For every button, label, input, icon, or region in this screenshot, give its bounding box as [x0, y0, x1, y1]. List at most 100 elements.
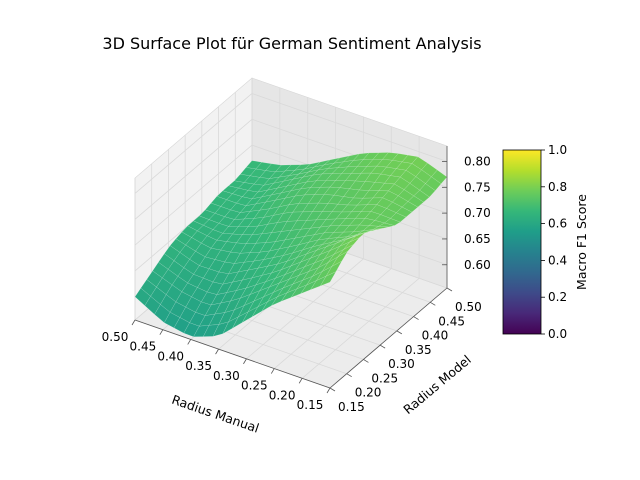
y-tick-mark — [430, 301, 436, 306]
surface-face — [272, 278, 290, 293]
x-tick-mark — [243, 358, 247, 365]
surface-face — [352, 224, 370, 233]
surface-face — [331, 236, 348, 243]
chart-title: 3D Surface Plot für German Sentiment Ana… — [102, 34, 481, 53]
surface-face — [294, 257, 311, 272]
surface-face — [271, 185, 288, 196]
gridline-z-left — [134, 93, 253, 194]
surface-face — [275, 230, 292, 242]
surface-face — [245, 275, 263, 289]
axis-lines — [134, 146, 448, 389]
surface-face — [425, 176, 442, 191]
colorbar-tick-label: 0.6 — [548, 217, 567, 231]
surface-face — [302, 169, 319, 178]
y-tick-mark — [329, 387, 336, 392]
surface-face — [272, 175, 290, 184]
y-tick-mark — [413, 316, 419, 320]
surface-face — [388, 183, 405, 197]
surface-face — [341, 204, 358, 213]
surface-face — [294, 187, 311, 197]
surface-face — [274, 164, 292, 173]
z-tick-label: 0.65 — [464, 232, 491, 246]
y-tick-label: 0.35 — [405, 343, 432, 357]
surface-face — [269, 197, 286, 210]
gridline-x-floor — [246, 258, 364, 360]
surface-face — [267, 255, 284, 267]
surface-face — [317, 194, 335, 204]
tick-labels: 0.150.200.250.300.350.400.450.500.150.20… — [102, 155, 491, 415]
y-axis-line — [329, 287, 448, 389]
x-tick-mark — [326, 387, 331, 394]
surface-face — [271, 292, 288, 307]
y-tick-label: 0.30 — [388, 357, 415, 371]
surface-face — [331, 250, 349, 267]
surface-face — [214, 206, 231, 217]
surface-face — [286, 176, 304, 187]
surface-face — [310, 180, 327, 188]
surface-face — [290, 181, 308, 192]
colorbar-ticks: 0.0 0.2 0.4 0.6 0.8 1.0 — [541, 143, 567, 341]
surface-face — [347, 230, 364, 237]
surface-face — [337, 196, 354, 206]
surface-face — [251, 224, 268, 236]
x-tick-mark — [298, 378, 303, 384]
colorbar-tick-label: 0.2 — [548, 290, 567, 304]
z-tick-label: 0.75 — [464, 180, 491, 194]
surface-face — [343, 153, 360, 163]
surface-face — [399, 170, 417, 184]
surface-face — [306, 271, 323, 286]
surface-face — [403, 183, 420, 197]
surface-face — [352, 152, 370, 161]
surface-face — [304, 161, 321, 170]
surface-face — [249, 281, 267, 295]
surface-face — [214, 300, 231, 315]
surface-face — [156, 277, 173, 295]
surface-face — [300, 280, 317, 294]
surface-face — [358, 218, 376, 226]
surface-face — [263, 282, 280, 298]
colorbar: 0.0 0.2 0.4 0.6 0.8 1.0 Macro F1 Score — [502, 143, 589, 341]
surface-face — [267, 181, 284, 191]
gridline-z-left — [134, 144, 253, 246]
y-tick-mark — [396, 330, 403, 335]
surface-face — [376, 159, 393, 168]
surface-face — [341, 234, 358, 241]
surface-face — [222, 271, 239, 285]
surface-face — [282, 203, 300, 214]
gridline-x-floor — [301, 277, 420, 379]
surface-face — [290, 220, 307, 231]
surface-face — [245, 196, 263, 206]
surface-face — [306, 211, 323, 221]
surface-face — [349, 180, 366, 191]
surface-face — [247, 296, 265, 313]
surface-face — [288, 168, 306, 176]
y-tick-label: 0.20 — [355, 386, 382, 400]
y-tick-mark — [379, 344, 386, 349]
surface-face — [271, 260, 288, 274]
surface-face — [298, 166, 315, 175]
gridline-x-floor — [274, 268, 392, 369]
surface-face — [251, 189, 269, 200]
surface-face — [288, 236, 305, 248]
gridline-z-left — [134, 119, 253, 220]
surface-face — [306, 244, 323, 255]
surface-face — [226, 193, 243, 204]
surface-face — [234, 211, 251, 220]
surface-face — [239, 203, 257, 213]
surface-face — [232, 311, 249, 329]
x-tick-label: 0.15 — [297, 398, 324, 412]
surface-face — [431, 169, 448, 185]
surface-face — [247, 183, 265, 193]
surface-face — [249, 242, 266, 253]
surface-face — [273, 246, 290, 258]
surface-face — [261, 296, 278, 312]
x-tick-mark — [270, 368, 275, 374]
surface-face — [195, 242, 212, 258]
surface-face — [319, 218, 337, 228]
surface-face — [187, 274, 204, 288]
surface-face — [189, 312, 206, 327]
surface-face — [286, 211, 304, 222]
surface-face — [341, 166, 358, 174]
x-tick-mark — [159, 329, 164, 335]
surface-face — [253, 250, 270, 262]
